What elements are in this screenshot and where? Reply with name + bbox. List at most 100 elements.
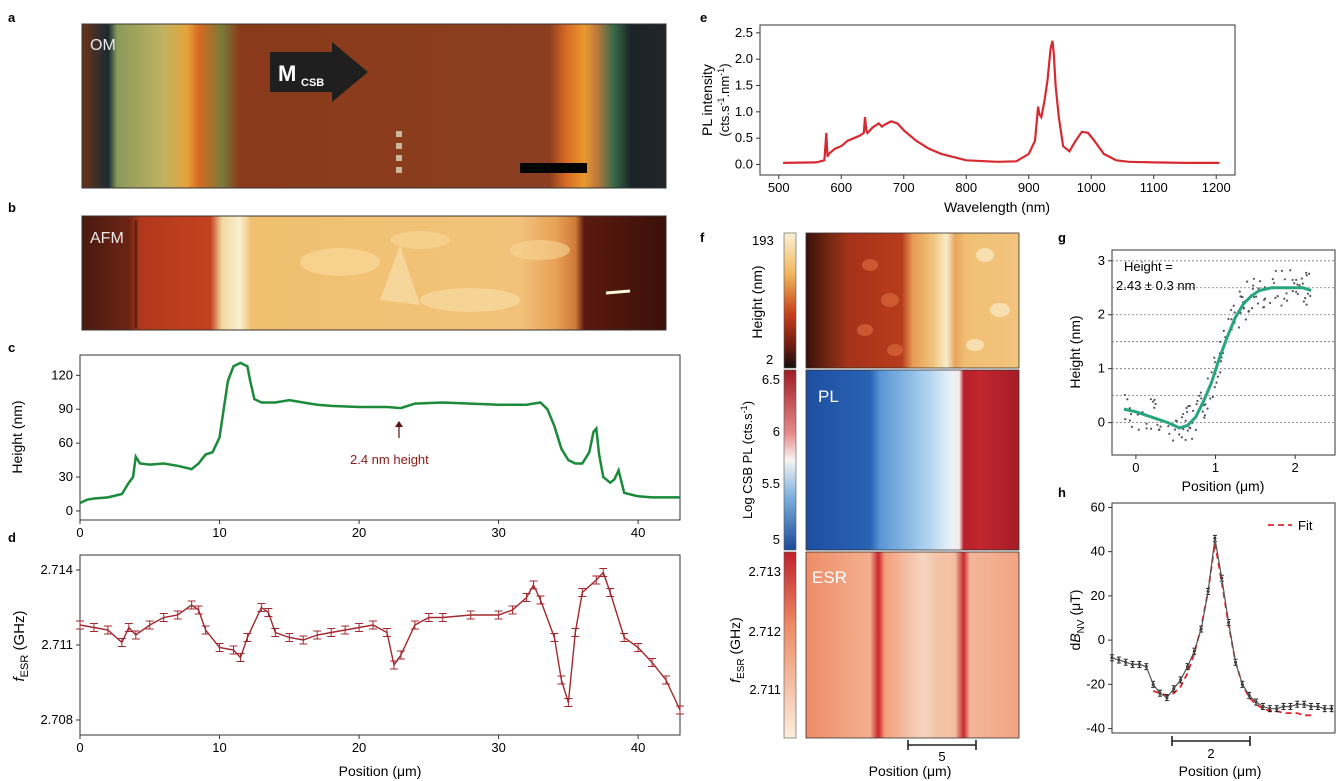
scale-bar xyxy=(520,163,587,173)
g-scatter-point xyxy=(1203,416,1206,419)
esr-colorbar xyxy=(783,551,797,739)
pl-colorbar-tick: 6 xyxy=(773,424,780,439)
g-scatter-point xyxy=(1180,416,1183,419)
f-scalebar-label: 5 xyxy=(938,749,945,764)
e-xlabel: Wavelength (nm) xyxy=(944,199,1050,215)
g-scatter-point xyxy=(1137,428,1140,431)
g-scatter-point xyxy=(1289,269,1292,272)
plot-frame xyxy=(759,24,1236,176)
plot-frame xyxy=(79,354,681,521)
h-ytick-label: -20 xyxy=(1086,676,1105,691)
g-scatter-point xyxy=(1145,427,1148,430)
d-ytick-label: 2.711 xyxy=(41,637,73,652)
g-scatter-point xyxy=(1185,406,1188,410)
g-scatter-point xyxy=(1242,306,1245,309)
g-scatter-point xyxy=(1302,300,1305,303)
g-scatter-point xyxy=(1128,419,1132,422)
c-ylabel: Height (nm) xyxy=(9,400,25,473)
magnetization-arrow-icon xyxy=(270,42,368,102)
d-ytick-label: 2.708 xyxy=(40,712,73,727)
g-scatter-point xyxy=(1195,403,1198,406)
panel-letter-g: g xyxy=(1058,230,1066,245)
h-ytick-label: 20 xyxy=(1091,588,1105,603)
g-scatter-point xyxy=(1230,308,1233,312)
pl-colorbar-tick: 5.5 xyxy=(762,476,780,491)
g-scatter-point xyxy=(1206,377,1209,380)
g-scatter-point xyxy=(1184,438,1187,442)
g-scatter-point xyxy=(1306,292,1310,295)
g-scatter-point xyxy=(1184,419,1187,422)
c-ytick-label: 0 xyxy=(66,503,73,518)
g-ytick-label: 1 xyxy=(1098,361,1105,376)
g-scatter-point xyxy=(1271,278,1274,281)
d-ylabel: fESR (GHz) xyxy=(11,611,31,682)
g-scatter-point xyxy=(1252,277,1255,280)
e-ylabel: PL intensity (cts.s-1.nm-1) xyxy=(699,63,732,136)
c-xtick-label: 20 xyxy=(352,525,366,540)
d-xtick-label: 10 xyxy=(212,740,226,755)
plot-frame xyxy=(79,554,681,736)
g-scatter-point xyxy=(1233,311,1236,314)
annotation-arrow xyxy=(395,421,403,438)
g-scatter-point xyxy=(1151,400,1155,403)
g-scatter-point xyxy=(1198,394,1201,397)
pl-overlay-label: PL xyxy=(818,387,839,406)
g-scatter-point xyxy=(1276,295,1279,298)
e-ytick-label: 1.0 xyxy=(735,104,753,119)
g-scatter-point xyxy=(1274,296,1277,299)
height-profile-line xyxy=(79,361,680,505)
g-scatter-point xyxy=(1186,429,1189,432)
pl-colorbar xyxy=(783,369,797,551)
esr-colorbar-tick: 2.713 xyxy=(748,564,781,579)
g-scatter-point xyxy=(1196,399,1199,403)
g-scatter-point xyxy=(1123,393,1126,397)
om-label: OM xyxy=(90,37,116,54)
g-scatter-point xyxy=(1250,307,1254,310)
h-ytick-label: -40 xyxy=(1086,721,1105,736)
h-fit-curve xyxy=(1152,542,1311,717)
g-scatter-point xyxy=(1237,326,1241,329)
d-xlabel: Position (μm) xyxy=(339,763,422,779)
svg-text:PL intensity: PL intensity xyxy=(699,64,715,136)
g-scatter-point xyxy=(1280,304,1283,307)
g-text-line2: 2.43 ± 0.3 nm xyxy=(1116,278,1195,293)
g-scatter-point xyxy=(1305,271,1308,274)
g-scatter-point xyxy=(1283,297,1286,300)
g-scatter-point xyxy=(1173,428,1177,431)
panel-letter-h: h xyxy=(1058,485,1066,500)
g-scatter-point xyxy=(1201,410,1204,413)
g-scatter-point xyxy=(1309,294,1312,298)
panel-g-chart: 0 1 2 0 1 2 3 Height = 2.43 ± 0.3 nm Position … xyxy=(1067,249,1336,494)
esr-map xyxy=(805,551,1020,739)
c-xtick-label: 0 xyxy=(76,525,83,540)
g-scatter-point xyxy=(1301,282,1304,285)
g-scatter-point xyxy=(1285,299,1289,302)
g-scatter-point xyxy=(1214,361,1217,364)
g-scatter-point xyxy=(1252,284,1255,287)
g-scatter-point xyxy=(1130,425,1133,429)
g-scatter-point xyxy=(1238,290,1241,293)
g-scatter-point xyxy=(1213,386,1216,389)
h-scalebar-label: 2 xyxy=(1207,746,1214,761)
e-ytick-label: 2.0 xyxy=(735,51,753,66)
g-scatter-point xyxy=(1219,360,1223,363)
g-scatter-point xyxy=(1188,426,1191,429)
panel-d-chart: 0 10 20 30 40 2.708 2.711 2.714 Position (μm) f… xyxy=(11,554,684,779)
e-xtick-label: 1200 xyxy=(1202,180,1231,195)
g-scatter-point xyxy=(1204,403,1207,406)
panel-a-om-image: OM M CSB xyxy=(81,23,667,189)
plot-frame xyxy=(1111,502,1336,734)
g-scatter-point xyxy=(1216,375,1219,378)
g-ytick-label: 3 xyxy=(1098,253,1105,268)
g-xtick-label: 0 xyxy=(1132,460,1139,475)
g-scatter-point xyxy=(1253,296,1256,299)
height-max: 193 xyxy=(752,233,774,248)
esr-label: fESR (GHz) xyxy=(727,617,747,683)
g-text-line1: Height = xyxy=(1124,259,1173,274)
afm-label: AFM xyxy=(90,230,124,247)
h-ytick-label: 40 xyxy=(1091,544,1105,559)
h-ytick-label: 0 xyxy=(1098,632,1105,647)
e-ytick-label: 0.5 xyxy=(735,130,753,145)
c-xtick-label: 10 xyxy=(212,525,226,540)
plot-frame xyxy=(1111,249,1336,456)
